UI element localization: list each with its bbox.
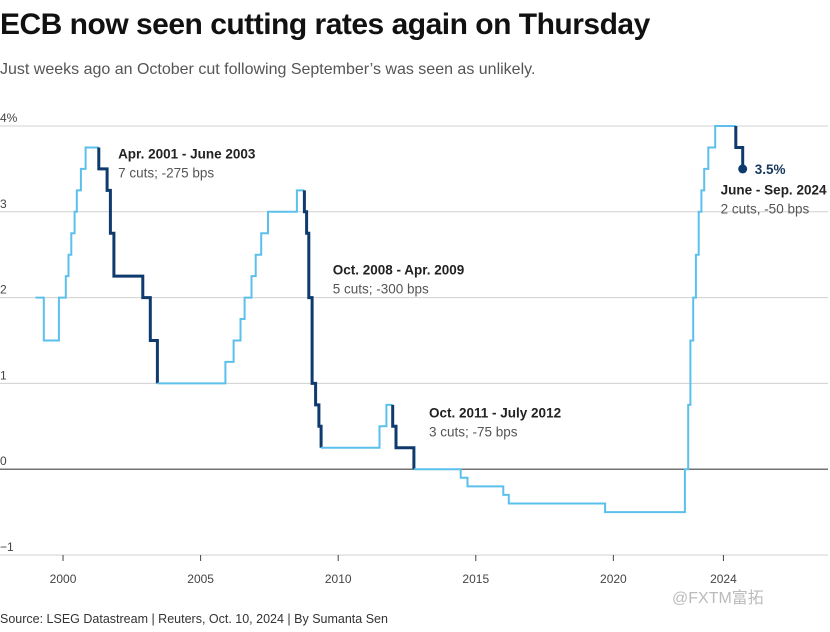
- end-point-label: 3.5%: [755, 162, 786, 177]
- chart-subtitle: Just weeks ago an October cut following …: [0, 61, 536, 78]
- y-tick-label: 1: [0, 368, 7, 382]
- rate-series-line: [413, 125, 736, 514]
- y-tick-label: 2: [0, 283, 7, 297]
- rate-series-line: [321, 403, 393, 449]
- rate-cut-series-line: [97, 147, 159, 384]
- annotation-title: Oct. 2008 - Apr. 2009: [333, 262, 465, 277]
- annotation-detail: 2 cuts, -50 bps: [721, 202, 810, 217]
- x-tick-label: 2024: [710, 572, 737, 586]
- annotation-detail: 5 cuts; -300 bps: [333, 281, 429, 296]
- annotation-title: Apr. 2001 - June 2003: [118, 147, 256, 162]
- watermark: @FXTM富拓: [672, 590, 764, 607]
- x-tick-label: 2005: [187, 572, 214, 586]
- x-tick-label: 2010: [325, 572, 352, 586]
- x-tick-label: 2015: [462, 572, 489, 586]
- chart-labels: −1 0 1 2 3 4% 2000 2005 2010 2015 2020 2024 3.5% Apr.…: [0, 111, 827, 586]
- y-tick-label: 3: [0, 197, 7, 211]
- rate-series-line: [157, 189, 305, 385]
- end-point-marker: [738, 164, 748, 174]
- annotation-title: June - Sep. 2024: [721, 183, 827, 198]
- rate-cut-series-line: [391, 404, 416, 470]
- rate-cut-series-line: [734, 126, 745, 169]
- annotation-detail: 3 cuts; -75 bps: [429, 425, 518, 440]
- rate-series-line: [35, 146, 99, 342]
- source-note: Source: LSEG Datastream | Reuters, Oct. …: [0, 612, 388, 626]
- rate-cut-series-line: [302, 190, 323, 448]
- y-tick-label: 4%: [0, 111, 18, 125]
- y-tick-label: −1: [0, 540, 14, 554]
- x-tick-label: 2000: [50, 572, 77, 586]
- annotation-title: Oct. 2011 - July 2012: [429, 406, 561, 421]
- x-tick-label: 2020: [600, 572, 627, 586]
- y-tick-label: 0: [0, 454, 7, 468]
- series-lines: [35, 125, 748, 514]
- chart-title: ECB now seen cutting rates again on Thur…: [0, 8, 650, 41]
- annotation-detail: 7 cuts; -275 bps: [118, 166, 214, 181]
